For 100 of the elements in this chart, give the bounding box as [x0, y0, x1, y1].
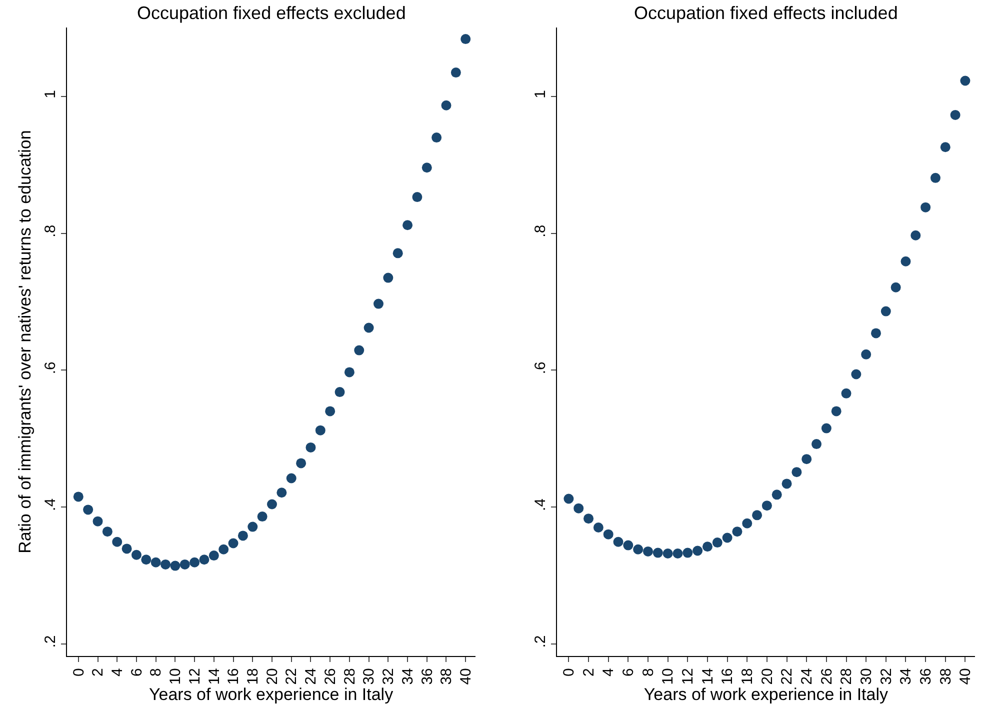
x-tick-label: 40	[457, 668, 474, 685]
x-tick-label: 14	[206, 668, 223, 685]
x-tick-label: 6	[128, 668, 146, 676]
point	[160, 559, 171, 570]
point	[871, 328, 881, 338]
chart-title: Occupation fixed effects excluded	[137, 3, 406, 23]
point	[752, 510, 762, 520]
x-tick-label: 28	[838, 668, 856, 685]
point	[603, 529, 614, 540]
x-tick-label: 2	[580, 668, 598, 676]
y-tick-label: 1	[42, 90, 59, 98]
x-tick-label: 24	[798, 668, 816, 685]
point	[772, 490, 782, 500]
point	[383, 272, 394, 283]
x-tick-label: 4	[108, 668, 126, 676]
point	[199, 554, 210, 565]
point	[460, 34, 471, 44]
y-tick-label: 1	[532, 90, 549, 98]
x-tick-label: 22	[778, 668, 796, 685]
x-tick-label: 2	[90, 668, 107, 676]
point	[286, 473, 296, 484]
point	[851, 369, 862, 380]
point	[228, 538, 238, 548]
point	[325, 406, 336, 416]
x-tick-label: 26	[818, 668, 836, 685]
point	[432, 132, 442, 143]
x-tick-label: 18	[739, 668, 756, 685]
point	[364, 322, 374, 333]
x-tick-label: 4	[600, 668, 618, 676]
x-tick-label: 24	[302, 668, 320, 685]
point	[150, 557, 161, 568]
point	[257, 512, 268, 522]
point	[208, 550, 219, 561]
point	[248, 522, 258, 532]
point	[742, 518, 752, 528]
point	[812, 439, 822, 450]
point	[712, 538, 722, 548]
x-tick-label: 32	[380, 668, 398, 685]
point	[315, 425, 326, 436]
point	[131, 550, 142, 560]
point	[960, 76, 970, 86]
y-tick-label: .6	[532, 362, 549, 374]
point	[702, 542, 712, 552]
point	[92, 516, 103, 526]
x-tick-label: 30	[360, 668, 378, 685]
point	[141, 554, 152, 565]
point	[190, 557, 200, 568]
point	[940, 142, 950, 152]
point	[296, 458, 306, 468]
point	[692, 546, 703, 556]
point	[122, 544, 132, 554]
y-tick-label: .4	[42, 498, 59, 511]
x-tick-label: 38	[438, 668, 456, 685]
point	[841, 388, 852, 398]
y-tick-label: .8	[532, 224, 549, 238]
point	[732, 526, 742, 537]
point	[373, 298, 384, 309]
point	[392, 248, 403, 258]
point	[584, 514, 594, 524]
point	[762, 500, 772, 511]
point	[672, 548, 683, 558]
point	[792, 467, 802, 478]
point	[306, 442, 316, 452]
y-tick-label: .8	[42, 224, 59, 238]
point	[334, 387, 345, 398]
x-tick-label: 32	[878, 668, 895, 685]
point	[83, 504, 94, 515]
point	[802, 454, 812, 464]
x-tick-label: 12	[186, 668, 204, 685]
x-tick-label: 16	[719, 668, 736, 685]
point	[682, 548, 693, 558]
point	[652, 548, 663, 558]
point	[112, 536, 122, 547]
point	[831, 406, 842, 416]
x-tick-label: 20	[264, 668, 281, 685]
x-axis-title: Years of work experience in Italy	[148, 685, 394, 704]
point	[880, 306, 891, 316]
x-tick-label: 12	[680, 668, 697, 685]
point	[890, 282, 901, 292]
x-tick-label: 0	[70, 668, 88, 676]
point	[170, 560, 180, 571]
point	[354, 345, 364, 356]
point	[238, 530, 248, 541]
x-tick-label: 8	[148, 668, 165, 676]
point	[662, 548, 673, 558]
point	[930, 172, 940, 183]
x-axis-title: Years of work experience in Italy	[644, 685, 889, 704]
x-tick-label: 38	[937, 668, 954, 685]
x-tick-label: 28	[341, 668, 358, 685]
point	[821, 423, 832, 434]
point	[450, 68, 461, 78]
y-tick-label: .2	[42, 635, 59, 648]
x-tick-label: 36	[418, 668, 436, 685]
x-tick-label: 40	[957, 668, 974, 685]
x-tick-label: 26	[322, 668, 339, 685]
x-tick-label: 10	[660, 668, 677, 685]
point	[344, 367, 354, 378]
chart-title: Occupation fixed effects included	[634, 3, 898, 23]
y-axis-title: Ratio of of immigrants' over natives' returns to education	[15, 130, 34, 554]
x-tick-label: 30	[858, 668, 875, 685]
